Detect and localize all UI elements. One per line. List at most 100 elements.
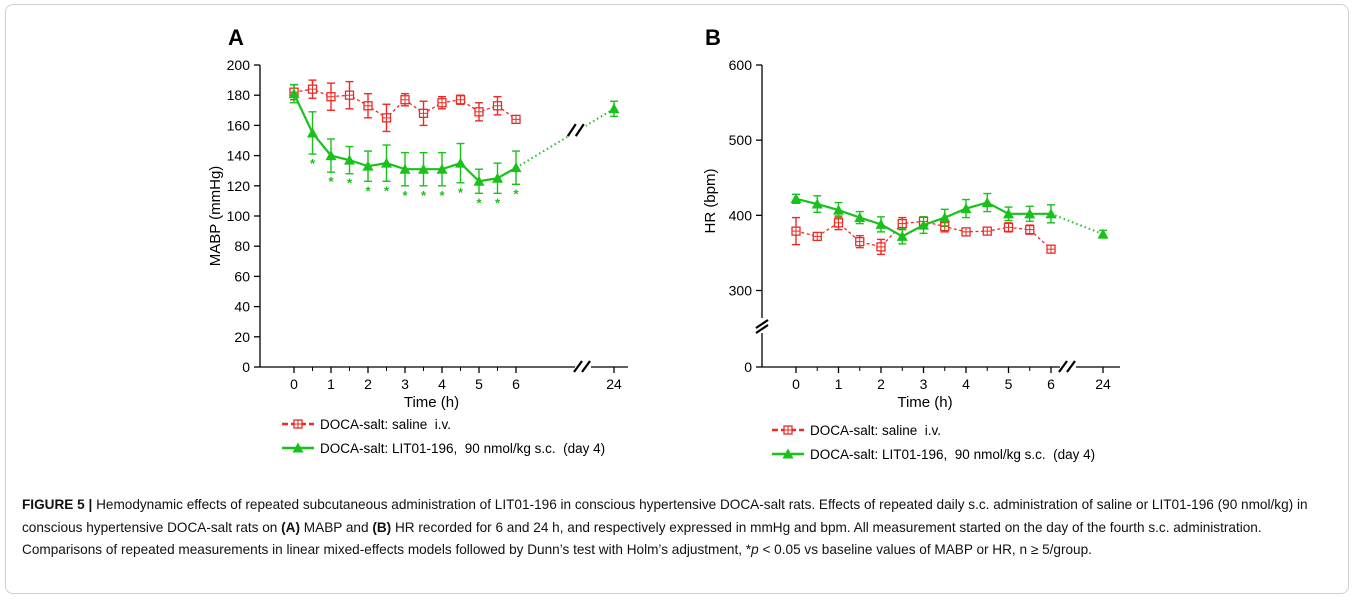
panel-a-saline-point (418, 108, 429, 118)
panel-a-x-tick-label: 24 (606, 376, 622, 392)
panel-b-lit-point (960, 203, 972, 214)
panel-a-x-tick-label: 2 (364, 376, 372, 392)
panel-a-lit-point (288, 88, 300, 99)
panel-a-y-tick-label: 200 (227, 57, 251, 73)
panel-a-y-tick-label: 40 (234, 299, 250, 315)
panel-a-significance-star: * (365, 183, 371, 198)
panel-b-saline-point (982, 226, 992, 236)
panel-a-significance-star: * (310, 156, 316, 171)
panel-a-y-tick-label: 160 (227, 117, 251, 133)
caption-panel-b-ref: (B) (372, 519, 392, 535)
panel-a-lit-point (307, 127, 318, 138)
panel-b-y-tick-label: 0 (744, 359, 752, 375)
panel-a-legend-lit-marker (292, 442, 304, 453)
panel-a-x-break-mark (581, 360, 591, 373)
panel-b-lit-point (896, 230, 908, 241)
panel-a-y-tick-label: 0 (242, 359, 250, 375)
panel-a-lit-point (492, 172, 503, 183)
panel-a-lit-point (344, 154, 355, 165)
panel-a-x-tick-label: 1 (327, 376, 335, 392)
panel-a-saline-point (492, 101, 503, 111)
panel-b-y-tick-label: 600 (729, 57, 753, 73)
panel-a-legend-saline-marker (293, 419, 303, 429)
panel-b-saline-point (791, 226, 801, 236)
caption-text-4: < 0.05 vs baseline values of MABP or HR,… (758, 542, 1092, 557)
panel-a-y-tick-label: 80 (234, 238, 250, 254)
panel-a-significance-star: * (495, 195, 501, 210)
panel-b-y-break-mark (755, 324, 769, 334)
panel-a-x-tick-label: 3 (401, 376, 409, 392)
panel-a-lit-point (325, 150, 337, 161)
panel-a-lit-point (510, 162, 522, 173)
panel-b-x-tick-label: 0 (792, 376, 800, 392)
panel-a-y-tick-label: 120 (227, 178, 251, 194)
panel-a-saline-point (455, 95, 466, 105)
panel-a-x-tick-label: 0 (290, 376, 298, 392)
panel-b-lit-point (875, 218, 887, 229)
figure-caption: FIGURE 5 | Hemodynamic effects of repeat… (22, 494, 1337, 562)
panel-b-legend-saline-marker (783, 425, 793, 435)
panel-b-saline-point (961, 227, 971, 237)
panel-a-lit-point (362, 160, 374, 171)
panel-a-saline-point (400, 95, 410, 105)
panel-b-saline-point (812, 231, 822, 242)
panel-b-x-tick-label: 5 (1005, 376, 1013, 392)
panel-a-lit-point (381, 157, 392, 168)
panel-a-y-tick-label: 180 (227, 87, 251, 103)
caption-label: FIGURE 5 | (22, 497, 93, 512)
panel-b-lit-point (981, 197, 993, 208)
panel-a-x-tick-label: 4 (438, 376, 446, 392)
panel-a-lit-point (436, 163, 448, 174)
panel-b-lit-point (918, 219, 929, 230)
panel-a-label: A (228, 25, 244, 50)
panel-a-line-break-mark (574, 123, 585, 137)
panel-a-x-tick-label: 6 (512, 376, 520, 392)
panel-b-y-tick-label: 400 (729, 207, 753, 223)
panel-a-saline-point (381, 113, 392, 123)
panel-a-x-tick-label: 5 (475, 376, 483, 392)
panel-b-saline-point (855, 236, 865, 247)
panel-a-significance-star: * (513, 186, 519, 201)
panel-b-x-tick-label: 3 (920, 376, 928, 392)
panel-b-x-label: Time (h) (897, 394, 952, 411)
panel-b-legend-saline-label: DOCA-salt: saline i.v. (810, 423, 941, 438)
panel-b-x-tick-label: 4 (962, 376, 970, 392)
caption-text-2: MABP and (300, 519, 373, 535)
panel-a-saline-point (363, 101, 373, 111)
panel-a-lit-point (399, 163, 411, 174)
panel-a-saline-point (511, 114, 521, 125)
panel-b-x-tick-label: 6 (1047, 376, 1055, 392)
figure-frame (5, 4, 1349, 594)
panel-b-lit-point (1097, 228, 1109, 239)
panel-a-significance-star: * (328, 174, 334, 189)
panel-b-y-label: HR (bpm) (702, 168, 719, 233)
panel-a-saline-point (344, 90, 355, 100)
panel-b-legend-lit-label: DOCA-salt: LIT01-196, 90 nmol/kg s.c. (d… (810, 447, 1095, 462)
panel-a-lit-point (418, 163, 429, 174)
panel-b-label: B (705, 25, 721, 50)
panel-a-y-tick-label: 140 (227, 148, 251, 164)
panel-a-saline-point (307, 84, 318, 94)
panel-b-y-tick-label: 300 (729, 283, 753, 299)
panel-b-legend-lit-marker (782, 448, 794, 459)
panel-a-significance-star: * (439, 188, 445, 203)
panel-a-significance-star: * (476, 195, 482, 210)
panel-a-saline-point (437, 98, 447, 108)
panel-a-significance-star: * (421, 188, 427, 203)
panel-a-lit-point (608, 103, 620, 114)
panel-a-significance-star: * (458, 185, 464, 200)
panel-b-lit-point (1045, 208, 1057, 219)
panel-b-lit-point (1024, 208, 1036, 219)
panel-b-lit-point (939, 212, 951, 223)
panel-a-x-label: Time (h) (404, 394, 459, 411)
panel-b-saline-point (1003, 222, 1014, 233)
panel-a-line-break-mark (566, 123, 577, 137)
caption-p-italic: p (751, 542, 759, 557)
panel-b-saline-point (897, 218, 907, 229)
panel-a-legend-saline-label: DOCA-salt: saline i.v. (320, 417, 451, 432)
panel-a-lit-point (455, 157, 466, 168)
panel-a-significance-star: * (402, 188, 408, 203)
panel-b-x-tick-label: 2 (877, 376, 885, 392)
panel-b-x-tick-label: 24 (1095, 376, 1111, 392)
